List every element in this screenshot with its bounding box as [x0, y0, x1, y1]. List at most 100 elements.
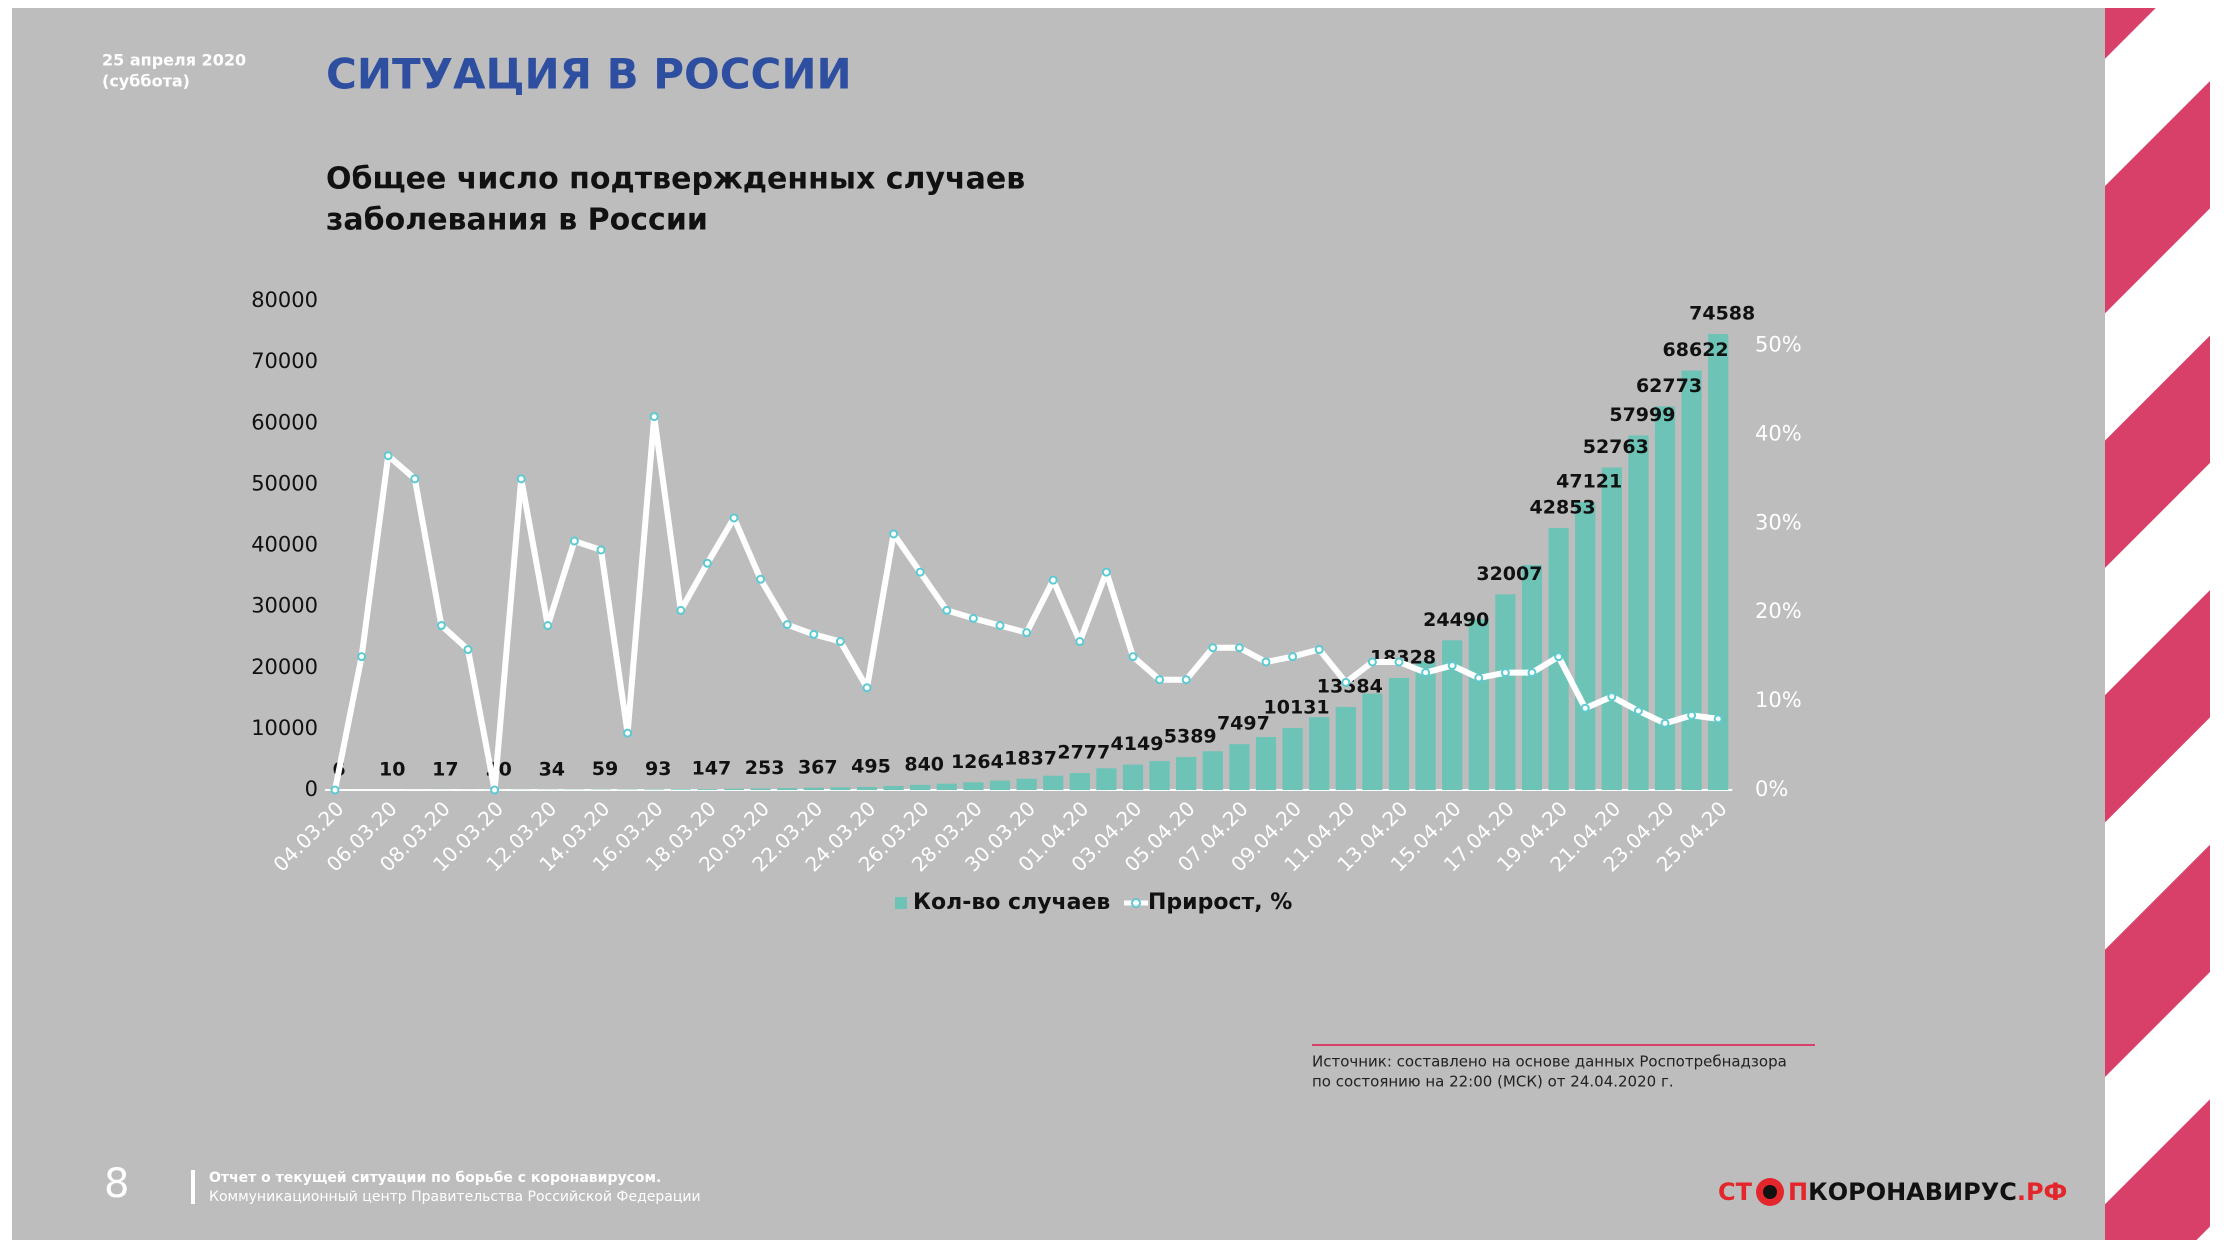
bar [1202, 751, 1223, 790]
line-marker [1155, 675, 1165, 685]
line-marker [1687, 710, 1697, 720]
bar [1442, 640, 1463, 790]
bar [803, 787, 824, 790]
line-marker [436, 621, 446, 631]
line-marker [1633, 706, 1643, 716]
line-marker [463, 645, 473, 655]
data-label: 52763 [1583, 436, 1649, 458]
line-marker [782, 620, 792, 630]
data-label: 74588 [1689, 303, 1755, 325]
line-marker [1474, 673, 1484, 683]
bar [1255, 736, 1277, 790]
line-marker [1500, 668, 1510, 678]
line-marker [1181, 675, 1191, 685]
line-marker [1208, 643, 1218, 653]
y2-tick-label: 20% [1755, 599, 1802, 623]
bar [1335, 706, 1356, 790]
line-marker [995, 621, 1005, 631]
data-label: 59 [592, 758, 618, 780]
bar [644, 789, 665, 790]
data-label: 1264 [951, 751, 1004, 773]
y-tick-label: 0 [305, 777, 318, 801]
bar [723, 788, 745, 790]
data-label: 1837 [1004, 747, 1057, 769]
bar [989, 780, 1011, 790]
bar [1521, 565, 1543, 790]
line-marker [543, 621, 553, 631]
line-marker [383, 451, 393, 461]
data-label: 253 [745, 757, 785, 779]
y-tick-label: 20000 [251, 655, 318, 679]
y-tick-label: 70000 [251, 349, 318, 373]
line-marker [1101, 567, 1111, 577]
line-marker [1261, 657, 1271, 667]
data-label: 10 [379, 758, 405, 780]
line-marker [809, 629, 819, 639]
bar [936, 783, 957, 790]
logo-part: .РФ [2017, 1178, 2068, 1206]
y-tick-label: 60000 [251, 410, 318, 434]
data-label: 42853 [1530, 497, 1596, 519]
y-tick-label: 10000 [251, 716, 318, 740]
data-label: 62773 [1636, 375, 1702, 397]
y-tick-label: 40000 [251, 533, 318, 557]
line-marker [1580, 703, 1590, 713]
legend-label: Прирост, % [1148, 890, 1292, 915]
y2-tick-label: 0% [1755, 777, 1788, 801]
data-label: 34 [539, 758, 565, 780]
bar [670, 789, 691, 790]
y-tick-label: 50000 [251, 471, 318, 495]
bar [1681, 370, 1702, 790]
line-marker [1022, 628, 1032, 638]
line-marker [1394, 657, 1404, 667]
bar [1229, 744, 1250, 790]
bar [1575, 501, 1596, 790]
source: Источник: составлено на основе данных Ро… [1312, 1053, 1787, 1071]
data-label: 5389 [1164, 726, 1217, 748]
logo-icon [1763, 1185, 1777, 1199]
line-marker [1048, 575, 1058, 585]
line-marker [915, 567, 925, 577]
logo: СТ ПКОРОНАВИРУС.РФ [1718, 1178, 2067, 1206]
line-marker [862, 683, 872, 693]
legend-swatch [895, 897, 907, 909]
line-marker [702, 558, 712, 568]
y2-tick-label: 40% [1755, 421, 1802, 445]
bar [1122, 764, 1144, 790]
line-marker [756, 574, 766, 584]
line-marker [1421, 668, 1431, 678]
data-label: 7497 [1217, 713, 1270, 735]
line-marker [889, 529, 899, 539]
legend-label: Кол-во случаев [913, 890, 1110, 915]
bar [1096, 768, 1117, 790]
bar [963, 782, 984, 790]
bar [1309, 717, 1330, 790]
line-marker [649, 412, 659, 422]
line-marker [1341, 677, 1351, 687]
bar [1495, 594, 1516, 790]
footer-bar [191, 1170, 195, 1204]
footer-text: Коммуникационный центр Правительства Рос… [209, 1189, 701, 1205]
data-label: 367 [798, 756, 838, 778]
line-marker [1607, 692, 1617, 702]
footer-text: Отчет о текущей ситуации по борьбе с кор… [209, 1170, 661, 1186]
page-number: 8 [104, 1161, 129, 1207]
data-label: 57999 [1609, 404, 1675, 426]
line-marker [623, 728, 633, 738]
line-marker [569, 536, 579, 546]
logo-part: П [1788, 1178, 1808, 1206]
data-label: 47121 [1556, 470, 1622, 492]
line-marker [490, 785, 500, 795]
slide-title: СИТУАЦИЯ В РОССИИ [326, 50, 852, 99]
data-label: 24490 [1423, 609, 1489, 631]
bar [1708, 334, 1729, 790]
line-marker [1128, 652, 1138, 662]
line-marker [1527, 668, 1537, 678]
data-label: 495 [851, 755, 891, 777]
bar [1362, 693, 1383, 790]
data-label: 32007 [1476, 563, 1542, 585]
line-marker [676, 605, 686, 615]
y2-tick-label: 30% [1755, 510, 1802, 534]
bar [883, 785, 904, 790]
